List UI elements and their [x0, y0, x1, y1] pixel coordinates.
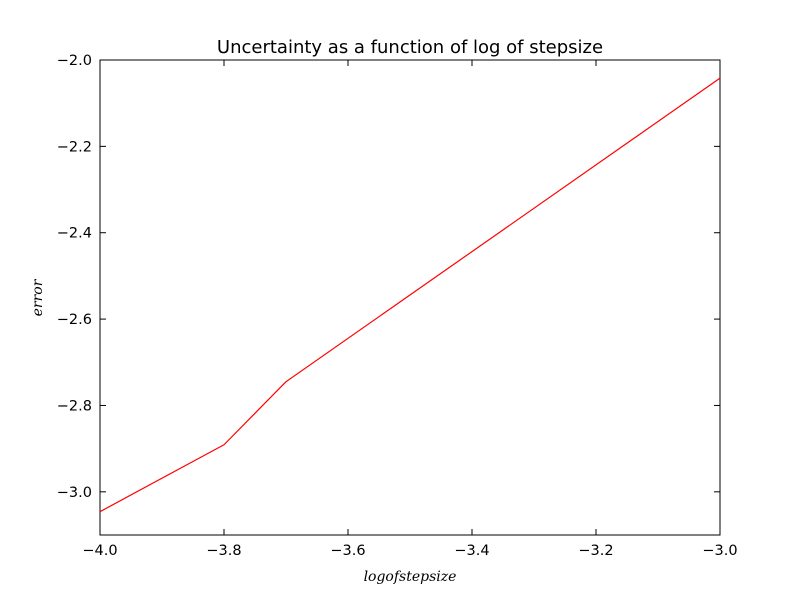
x-axis-label: logofstepsize — [364, 569, 457, 585]
y-tick-label: −2.0 — [57, 53, 92, 69]
y-axis-label: error — [30, 278, 46, 316]
x-tick-label: −3.0 — [702, 543, 737, 559]
y-tick-label: −2.2 — [57, 139, 92, 155]
y-tick-label: −3.0 — [57, 485, 92, 501]
y-axis-ticks: −3.0 −2.8 −2.6 −2.4 −2.2 −2.0 — [57, 53, 720, 501]
series-layer — [99, 77, 721, 513]
y-tick-label: −2.6 — [57, 312, 92, 328]
series-line-1 — [99, 77, 721, 513]
x-tick-label: −3.6 — [330, 543, 365, 559]
x-tick-label: −3.4 — [454, 543, 489, 559]
chart-title: Uncertainty as a function of log of step… — [217, 37, 603, 58]
plot-area: −4.0 −3.8 −3.6 −3.4 −3.2 −3.0 −3.0 −2.8 −2.6 −2.… — [57, 53, 738, 559]
y-tick-label: −2.4 — [57, 226, 92, 242]
plot-frame — [99, 59, 721, 536]
x-tick-label: −3.2 — [578, 543, 613, 559]
x-axis-ticks: −4.0 −3.8 −3.6 −3.4 −3.2 −3.0 — [82, 60, 738, 559]
x-tick-label: −3.8 — [206, 543, 241, 559]
x-tick-label: −4.0 — [82, 543, 117, 559]
y-tick-label: −2.8 — [57, 398, 92, 414]
